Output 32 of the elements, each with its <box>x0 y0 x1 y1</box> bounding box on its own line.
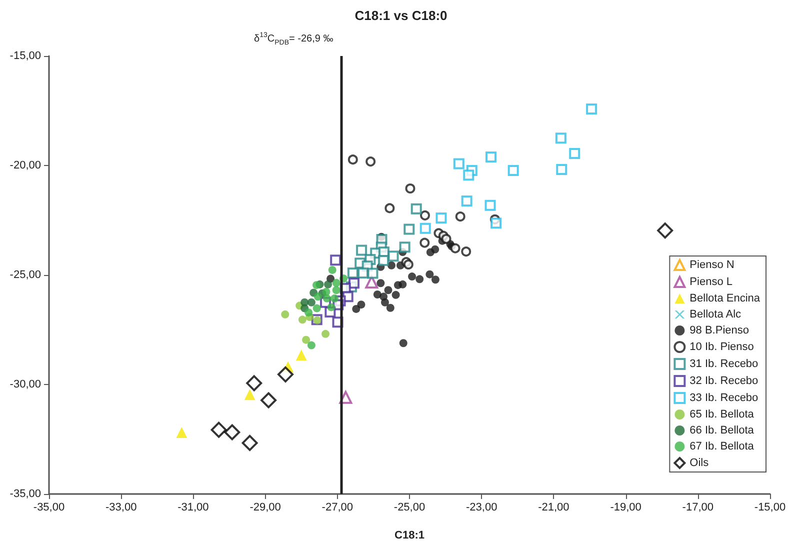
x-tick-label: -29,00 <box>250 502 281 514</box>
legend-label: 66 Ib. Bellota <box>690 424 755 436</box>
x-tick-label: -15,00 <box>754 502 786 514</box>
x-tick-label: -25,00 <box>394 502 426 514</box>
legend-label: Pienso L <box>690 276 732 288</box>
x-tick-label: -21,00 <box>538 502 570 514</box>
legend-label: 33 Ib. Recebo <box>690 392 758 404</box>
legend-label: 98 B.Pienso <box>690 324 750 336</box>
legend-label: 32 Ib. Recebo <box>690 375 758 387</box>
legend-label: 67 Ib. Bellota <box>690 440 755 452</box>
legend-label: Oils <box>690 457 710 469</box>
legend-label: Bellota Alc <box>690 308 742 320</box>
x-tick-label: -19,00 <box>610 502 642 514</box>
ref-line-label: δ$^{13}$C$_{PDB}$= -26,9 ‰ <box>254 31 334 48</box>
x-tick-label: -17,00 <box>682 502 714 514</box>
legend-label: 65 Ib. Bellota <box>690 408 755 420</box>
x-tick-label: -27,00 <box>322 502 353 514</box>
y-tick-label: -35,00 <box>10 488 41 500</box>
y-tick-label: -25,00 <box>10 269 41 281</box>
legend-label: Pienso N <box>690 259 734 271</box>
x-axis-title: C18:1 <box>394 530 424 542</box>
y-tick-label: -15,00 <box>10 50 41 62</box>
y-tick-label: -30,00 <box>10 378 41 390</box>
x-tick-label: -31,00 <box>178 502 209 514</box>
y-tick-label: -20,00 <box>10 160 41 172</box>
legend-label: 31 Ib. Recebo <box>690 358 758 370</box>
chart-title: C18:1 vs C18:0 <box>354 8 448 23</box>
x-tick-label: -23,00 <box>466 502 498 514</box>
x-tick-label: -35,00 <box>33 502 65 514</box>
x-tick-label: -33,00 <box>106 502 137 514</box>
legend-label: 10 Ib. Pienso <box>690 341 754 353</box>
legend-label: Bellota Encina <box>690 292 761 304</box>
